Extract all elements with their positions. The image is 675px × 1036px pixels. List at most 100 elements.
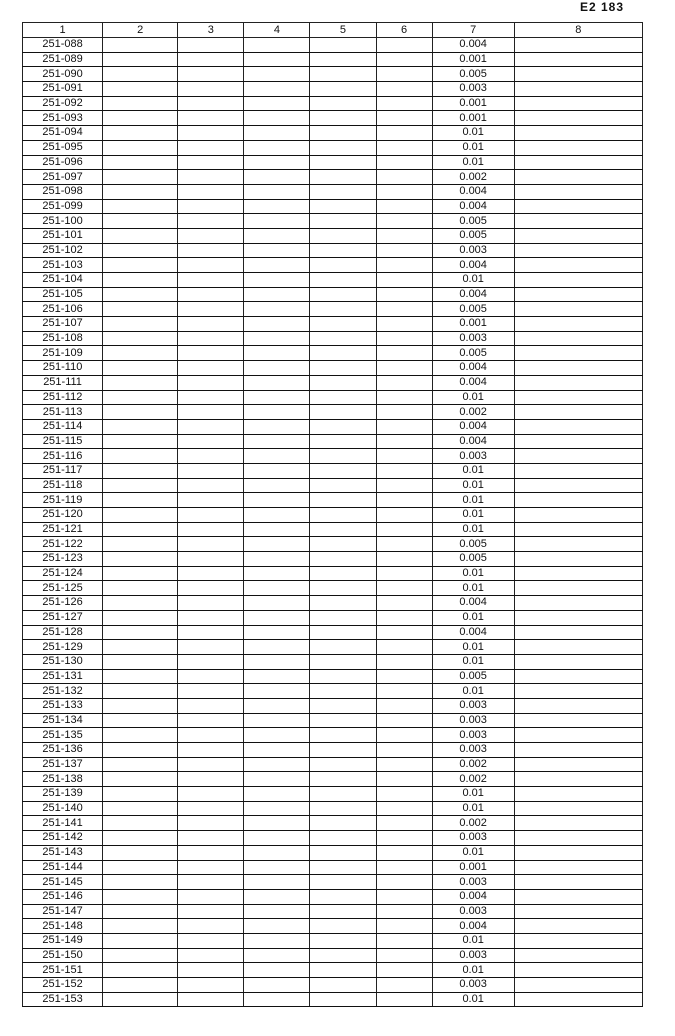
cell-empty: [309, 227, 377, 244]
cell-empty: [102, 624, 179, 641]
cell-empty: [177, 66, 245, 83]
cell-empty: [309, 462, 377, 479]
cell-value: 0.004: [431, 286, 515, 303]
cell-empty: [513, 330, 644, 347]
cell-empty: [513, 742, 644, 758]
cell-empty: [375, 830, 433, 846]
column-header-2: 2: [102, 22, 179, 38]
cell-empty: [309, 595, 377, 611]
cell-empty: [102, 932, 179, 949]
cell-value: 0.001: [431, 51, 515, 68]
cell-empty: [375, 345, 433, 362]
cell-empty: [243, 697, 311, 714]
cell-empty: [513, 756, 644, 773]
cell-empty: [102, 712, 179, 729]
cell-empty: [177, 859, 245, 876]
cell-value: 0.002: [431, 404, 515, 420]
cell-empty: [243, 800, 311, 817]
cell-empty: [309, 360, 377, 376]
cell-empty: [309, 154, 377, 171]
cell-empty: [309, 697, 377, 714]
cell-empty: [243, 756, 311, 773]
cell-value: 0.01: [431, 492, 515, 508]
table-row: 251-091 0.003: [21, 81, 644, 97]
table-row: 251-133 0.003: [21, 697, 644, 714]
cell-empty: [513, 183, 644, 200]
cell-empty: [309, 169, 377, 185]
cell-id: 251-137: [21, 756, 104, 773]
cell-empty: [513, 771, 644, 788]
table-row: 251-109 0.005: [21, 345, 644, 362]
cell-id: 251-110: [21, 360, 104, 376]
cell-empty: [513, 374, 644, 391]
cell-value: 0.01: [431, 507, 515, 523]
cell-value: 0.01: [431, 389, 515, 406]
cell-empty: [375, 565, 433, 582]
cell-empty: [102, 242, 179, 259]
cell-empty: [177, 727, 245, 743]
table-row: 251-141 0.002: [21, 815, 644, 832]
cell-empty: [309, 932, 377, 949]
cell-id: 251-135: [21, 727, 104, 743]
cell-empty: [177, 213, 245, 229]
cell-empty: [102, 595, 179, 611]
cell-empty: [243, 110, 311, 127]
table-row: 251-125 0.01: [21, 580, 644, 597]
table-row: 251-134 0.003: [21, 712, 644, 729]
cell-empty: [243, 609, 311, 626]
column-header-6: 6: [375, 22, 433, 38]
table-row: 251-106 0.005: [21, 301, 644, 318]
cell-empty: [375, 786, 433, 802]
cell-empty: [177, 286, 245, 303]
cell-empty: [513, 110, 644, 127]
cell-empty: [309, 507, 377, 523]
cell-empty: [177, 565, 245, 582]
table-row: 251-089 0.001: [21, 51, 644, 68]
cell-value: 0.004: [431, 374, 515, 391]
cell-empty: [309, 536, 377, 553]
cell-empty: [177, 771, 245, 788]
cell-value: 0.01: [431, 786, 515, 802]
cell-empty: [177, 95, 245, 112]
table-row: 251-097 0.002: [21, 169, 644, 185]
cell-empty: [375, 95, 433, 112]
column-header-7: 7: [431, 22, 515, 38]
cell-empty: [177, 830, 245, 846]
cell-empty: [309, 727, 377, 743]
cell-value: 0.005: [431, 551, 515, 567]
cell-empty: [513, 697, 644, 714]
cell-empty: [375, 257, 433, 273]
table-row: 251-093 0.001: [21, 110, 644, 127]
cell-empty: [243, 125, 311, 141]
cell-empty: [243, 404, 311, 420]
table-row: 251-101 0.005: [21, 227, 644, 244]
cell-empty: [375, 213, 433, 229]
cell-empty: [375, 771, 433, 788]
cell-empty: [102, 536, 179, 553]
cell-empty: [243, 213, 311, 229]
cell-empty: [243, 360, 311, 376]
cell-empty: [375, 198, 433, 215]
cell-value: 0.01: [431, 609, 515, 626]
table-row: 251-146 0.004: [21, 888, 644, 905]
cell-empty: [513, 213, 644, 229]
cell-value: 0.005: [431, 301, 515, 318]
cell-empty: [309, 316, 377, 332]
cell-empty: [102, 110, 179, 127]
cell-empty: [177, 874, 245, 890]
cell-id: 251-123: [21, 551, 104, 567]
cell-empty: [513, 580, 644, 597]
cell-empty: [375, 227, 433, 244]
table-row: 251-099 0.004: [21, 198, 644, 215]
cell-empty: [375, 418, 433, 435]
table-row: 251-104 0.01: [21, 272, 644, 288]
cell-empty: [243, 242, 311, 259]
table-row: 251-123 0.005: [21, 551, 644, 567]
table-row: 251-136 0.003: [21, 742, 644, 758]
cell-empty: [513, 316, 644, 332]
cell-value: 0.003: [431, 712, 515, 729]
cell-empty: [375, 815, 433, 832]
cell-value: 0.01: [431, 125, 515, 141]
table-row: 251-102 0.003: [21, 242, 644, 259]
cell-empty: [513, 668, 644, 685]
